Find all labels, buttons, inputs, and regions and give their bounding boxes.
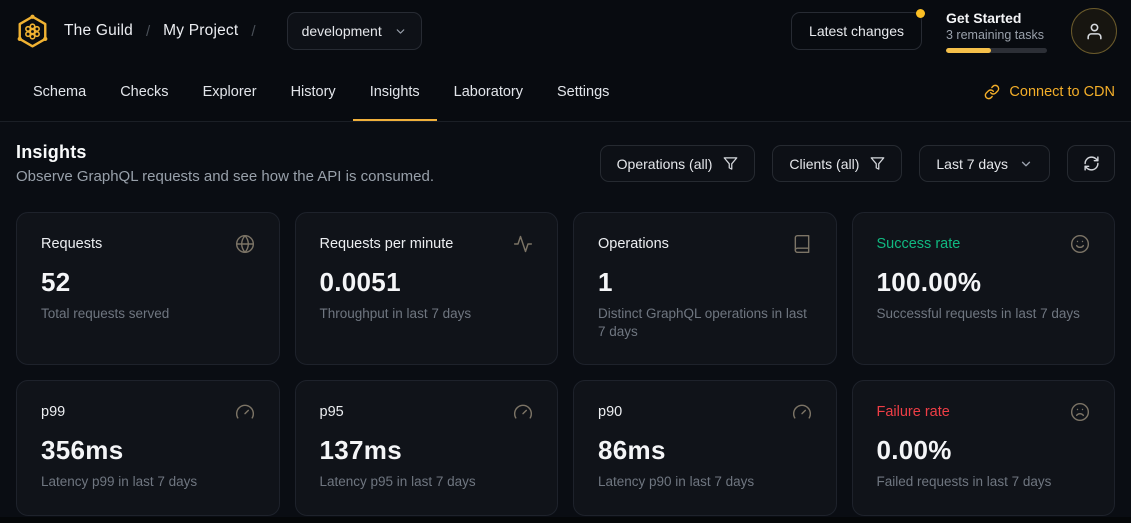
frown-icon <box>1070 403 1090 422</box>
tab-schema[interactable]: Schema <box>33 83 87 100</box>
tab-laboratory[interactable]: Laboratory <box>453 83 523 100</box>
get-started-progress-fill <box>946 47 992 53</box>
get-started-subtitle: 3 remaining tasks <box>946 27 1044 42</box>
card-value: 0.0051 <box>319 267 401 297</box>
card-description: Distinct GraphQL operations in last 7 da… <box>598 306 807 340</box>
breadcrumb-separator: / <box>146 22 151 40</box>
page-title: Insights <box>16 142 87 162</box>
stat-card-requests-per-minute: Requests per minute 0.0051 Throughput in… <box>294 212 558 366</box>
card-value: 1 <box>598 267 613 297</box>
bottom-edge <box>0 517 1131 523</box>
tab-explorer[interactable]: Explorer <box>202 83 257 100</box>
gauge-icon <box>792 405 811 419</box>
card-description: Throughput in last 7 days <box>319 306 472 321</box>
section-header-text: Insights Observe GraphQL requests and se… <box>16 142 434 185</box>
card-title: Requests <box>41 236 103 252</box>
tab-insights[interactable]: Insights <box>352 62 437 121</box>
card-title: p90 <box>598 404 623 421</box>
card-description: Latency p90 in last 7 days <box>598 474 755 490</box>
period-selector-button[interactable]: Last 7 days <box>919 145 1050 182</box>
get-started-widget[interactable]: Get Started 3 remaining tasks <box>946 10 1047 53</box>
tab-checks[interactable]: Checks <box>120 83 169 100</box>
stat-card-success-rate: Success rate 100.00% Successful requests… <box>851 212 1115 366</box>
stat-card-p95: p95 137ms Latency p95 in last 7 days <box>294 380 558 516</box>
section-header: Insights Observe GraphQL requests and se… <box>16 142 1115 185</box>
connect-to-cdn-label: Connect to CDN <box>1009 83 1115 100</box>
breadcrumb-separator: / <box>251 22 256 40</box>
header-right-group: Latest changes Get Started 3 remaining t… <box>791 8 1117 54</box>
tab-history[interactable]: History <box>290 83 336 100</box>
card-description: Successful requests in last 7 days <box>876 306 1080 321</box>
stat-cards-grid: Requests 52 Total requests served Reques… <box>16 212 1115 516</box>
get-started-title: Get Started <box>946 9 1022 26</box>
stat-card-p99: p99 356ms Latency p99 in last 7 days <box>16 380 280 516</box>
header-row: The Guild / My Project / development Lat… <box>0 0 1131 62</box>
activity-icon <box>513 235 533 253</box>
card-value: 356ms <box>41 435 124 466</box>
chevron-down-icon <box>1021 161 1031 166</box>
target-selector-value: development <box>301 23 382 39</box>
period-selector-label: Last 7 days <box>936 155 1008 172</box>
card-title: Success rate <box>876 236 961 252</box>
smile-icon <box>1070 234 1090 254</box>
clients-filter-label: Clients (all) <box>789 155 860 172</box>
chevron-down-icon <box>396 28 405 34</box>
tab-settings[interactable]: Settings <box>557 83 610 100</box>
card-description: Latency p99 in last 7 days <box>41 474 198 490</box>
latest-changes-label: Latest changes <box>809 23 904 39</box>
book-icon <box>794 234 809 254</box>
operations-filter-button[interactable]: Operations (all) <box>599 145 756 182</box>
breadcrumb-project[interactable]: My Project <box>163 22 239 39</box>
hive-logo-icon[interactable] <box>14 13 51 50</box>
card-title: Requests per minute <box>319 236 454 252</box>
card-value: 86ms <box>598 435 666 466</box>
top-bar: The Guild / My Project / development Lat… <box>0 0 1131 122</box>
card-description: Failed requests in last 7 days <box>876 474 1052 490</box>
refresh-button[interactable] <box>1067 145 1115 182</box>
card-value: 52 <box>41 267 71 297</box>
breadcrumb-org[interactable]: The Guild <box>64 22 133 39</box>
latest-changes-button[interactable]: Latest changes <box>791 9 925 50</box>
clients-filter-button[interactable]: Clients (all) <box>772 145 903 182</box>
stat-card-operations: Operations 1 Distinct GraphQL operations… <box>573 212 837 366</box>
nav-tabs: Schema Checks Explorer History Insights … <box>16 62 626 121</box>
gauge-icon <box>235 405 254 419</box>
filter-icon <box>871 157 885 170</box>
card-title: Failure rate <box>876 404 950 421</box>
user-avatar[interactable] <box>1071 8 1117 54</box>
filters-toolbar: Operations (all) Clients (all) Last 7 da… <box>599 145 1115 182</box>
card-value: 0.00% <box>876 435 952 466</box>
card-description: Latency p95 in last 7 days <box>319 474 476 490</box>
notification-dot <box>916 9 925 18</box>
card-title: p95 <box>319 404 344 421</box>
card-title: Operations <box>598 236 669 252</box>
connect-to-cdn-link[interactable]: Connect to CDN <box>984 62 1115 121</box>
stat-card-p90: p90 86ms Latency p90 in last 7 days <box>573 380 837 516</box>
card-value: 137ms <box>319 435 402 466</box>
gauge-icon <box>513 405 533 419</box>
target-selector-dropdown[interactable]: development <box>286 12 422 50</box>
user-icon <box>1086 23 1102 39</box>
card-title: p99 <box>41 404 66 421</box>
operations-filter-label: Operations (all) <box>616 155 713 172</box>
filter-icon <box>724 157 738 170</box>
card-value: 100.00% <box>876 267 982 297</box>
card-description: Total requests served <box>41 306 170 321</box>
insights-page: Insights Observe GraphQL requests and se… <box>0 122 1131 516</box>
link-icon <box>985 84 1000 99</box>
get-started-progress-track <box>946 47 1047 53</box>
page-subtitle: Observe GraphQL requests and see how the… <box>16 168 435 185</box>
refresh-icon <box>1083 156 1099 171</box>
globe-icon <box>235 234 254 254</box>
stat-card-requests: Requests 52 Total requests served <box>16 212 280 366</box>
primary-nav: Schema Checks Explorer History Insights … <box>0 62 1131 122</box>
stat-card-failure-rate: Failure rate 0.00% Failed requests in la… <box>851 380 1115 516</box>
